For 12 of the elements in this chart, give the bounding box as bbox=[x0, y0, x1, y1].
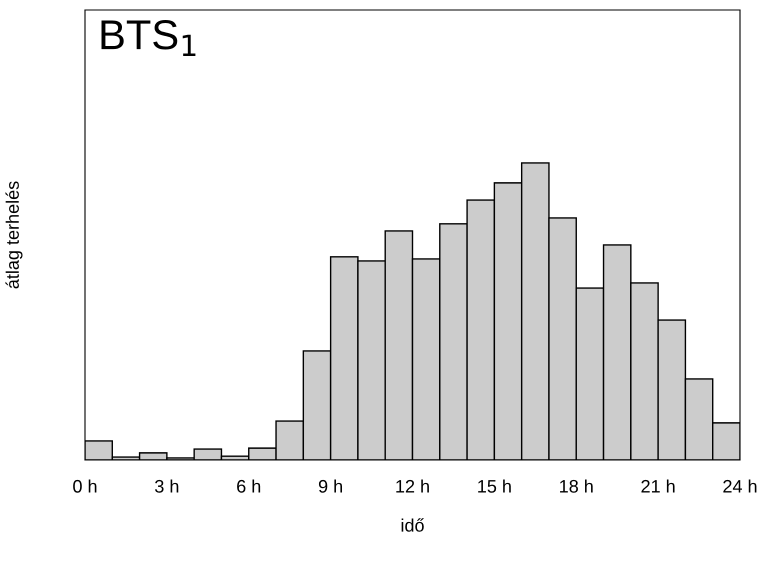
x-tick-label: 21 h bbox=[641, 479, 675, 493]
x-tick-label: 6 h bbox=[237, 479, 260, 493]
x-tick-label: 18 h bbox=[560, 479, 593, 493]
x-axis-title: idő bbox=[402, 518, 424, 532]
chart-title: BTS$_{1}$ bbox=[102, 20, 196, 56]
x-tick-label: 12 h bbox=[396, 479, 429, 493]
x-tick-label: 0 h bbox=[73, 479, 96, 493]
x-tick-label: 15 h bbox=[478, 479, 511, 493]
y-axis-title: átlag terhelés bbox=[5, 181, 22, 288]
x-tick-label: 24 h bbox=[723, 479, 756, 493]
x-tick-label: 9 h bbox=[318, 479, 342, 493]
x-tick-label: 3 h bbox=[155, 479, 178, 493]
